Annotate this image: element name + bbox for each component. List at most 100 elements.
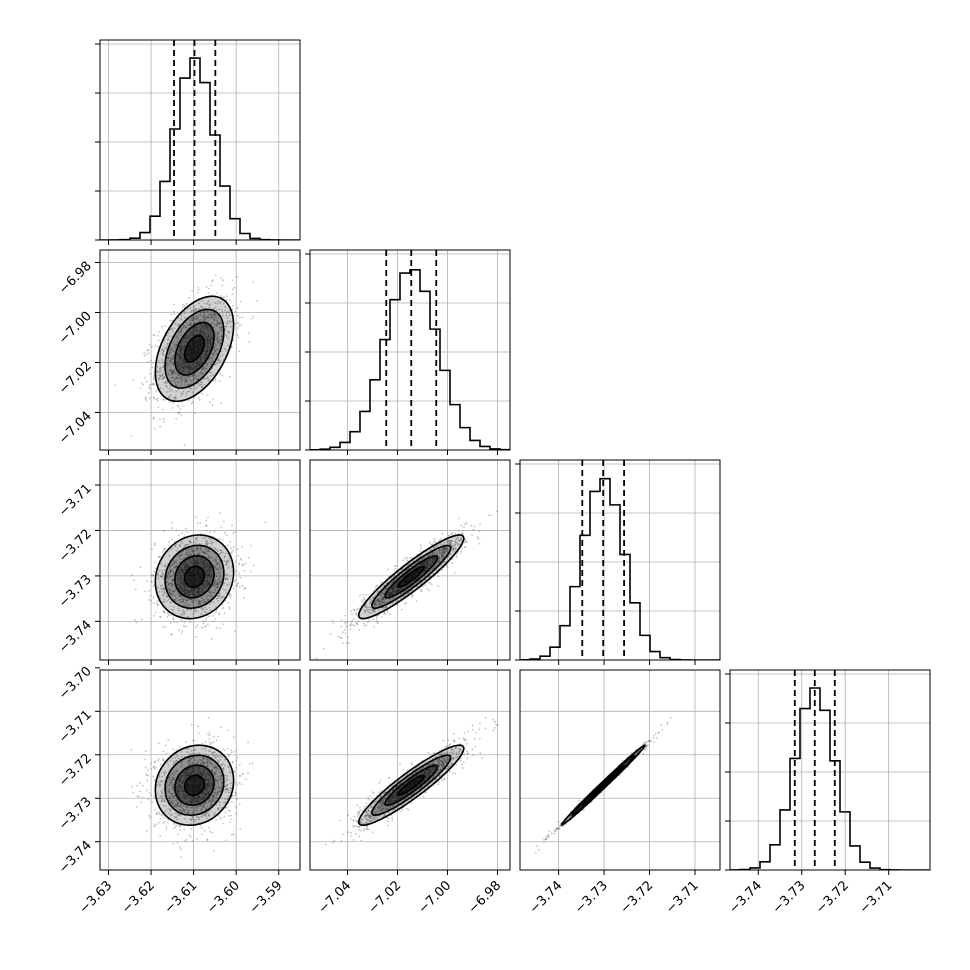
sample-point xyxy=(162,418,165,420)
sample-point xyxy=(196,591,199,594)
sample-point xyxy=(205,324,208,327)
sample-point xyxy=(186,772,189,775)
sample-point xyxy=(436,560,439,563)
sample-point xyxy=(402,559,405,562)
sample-point xyxy=(450,539,453,542)
sample-point xyxy=(159,374,162,377)
sample-point xyxy=(225,335,228,338)
sample-point xyxy=(171,782,174,785)
sample-point xyxy=(196,559,199,562)
sample-point xyxy=(203,366,205,369)
sample-point xyxy=(160,585,162,587)
sample-point xyxy=(195,365,198,368)
sample-point xyxy=(238,324,241,327)
sample-point xyxy=(389,598,391,600)
sample-point xyxy=(190,333,193,336)
sample-point xyxy=(189,560,192,563)
sample-point xyxy=(194,759,196,761)
sample-point xyxy=(179,577,182,580)
sample-point xyxy=(204,579,207,582)
sample-point xyxy=(197,795,200,798)
sample-point xyxy=(159,615,162,618)
sample-point xyxy=(441,552,444,555)
sample-point xyxy=(209,342,211,345)
sample-point xyxy=(210,556,213,559)
sample-point xyxy=(425,562,428,565)
sample-point xyxy=(376,591,379,593)
sample-point xyxy=(434,558,436,561)
sample-point xyxy=(182,578,185,581)
sample-point xyxy=(193,608,196,611)
sample-point xyxy=(170,773,173,776)
sample-point xyxy=(404,570,407,572)
y-tick-label: −7.00 xyxy=(56,309,95,348)
sample-point xyxy=(157,360,160,362)
sample-point xyxy=(223,348,226,351)
sample-point xyxy=(216,337,218,340)
sample-point xyxy=(404,574,406,577)
sample-point xyxy=(184,583,186,586)
sample-point xyxy=(198,319,201,321)
sample-point xyxy=(207,794,210,797)
sample-point xyxy=(203,323,206,326)
sample-point xyxy=(199,357,201,360)
sample-point xyxy=(191,368,194,370)
sample-point xyxy=(203,311,206,313)
sample-point xyxy=(195,368,197,370)
sample-point xyxy=(433,566,436,569)
sample-point xyxy=(177,570,180,572)
sample-point xyxy=(163,588,166,591)
sample-point xyxy=(153,761,156,764)
sample-point xyxy=(161,569,164,572)
sample-point xyxy=(182,608,185,611)
sample-point xyxy=(226,560,229,563)
sample-point xyxy=(187,615,190,618)
sample-point xyxy=(169,360,172,362)
sample-point xyxy=(438,558,440,560)
sample-point xyxy=(163,376,166,379)
sample-point xyxy=(419,550,421,552)
sample-point xyxy=(181,782,184,785)
sample-point xyxy=(356,614,359,617)
sample-point xyxy=(215,611,217,614)
sample-point xyxy=(216,548,218,551)
sample-point xyxy=(167,356,170,359)
sample-point xyxy=(180,359,182,362)
sample-point xyxy=(165,565,167,567)
sample-point xyxy=(180,342,182,345)
sample-point xyxy=(217,359,220,362)
sample-point xyxy=(162,420,165,423)
sample-point xyxy=(248,341,251,344)
sample-point xyxy=(203,567,205,570)
sample-point xyxy=(427,554,430,557)
sample-point xyxy=(161,374,164,377)
sample-point xyxy=(219,567,221,569)
sample-point xyxy=(376,600,379,603)
sample-point xyxy=(195,560,198,563)
sample-point xyxy=(450,533,453,536)
sample-point xyxy=(205,364,208,367)
sample-point xyxy=(225,534,228,537)
sample-point xyxy=(429,570,431,573)
sample-point xyxy=(171,579,174,582)
sample-point xyxy=(206,346,209,349)
sample-point xyxy=(167,396,170,399)
sample-point xyxy=(393,579,396,582)
sample-point xyxy=(364,606,367,608)
sample-point xyxy=(220,551,223,554)
sample-point xyxy=(240,324,243,327)
sample-point xyxy=(206,595,209,597)
sample-point xyxy=(192,375,195,377)
sample-point xyxy=(187,366,189,368)
sample-point xyxy=(211,279,214,282)
sample-point xyxy=(377,598,380,600)
sample-point xyxy=(217,562,220,565)
sample-point xyxy=(209,374,212,377)
sample-point xyxy=(179,587,182,590)
sample-point xyxy=(322,647,325,650)
sample-point xyxy=(171,583,174,586)
sample-point xyxy=(200,772,203,775)
sample-point xyxy=(203,598,205,601)
sample-point xyxy=(208,287,210,290)
sample-point xyxy=(442,543,445,546)
